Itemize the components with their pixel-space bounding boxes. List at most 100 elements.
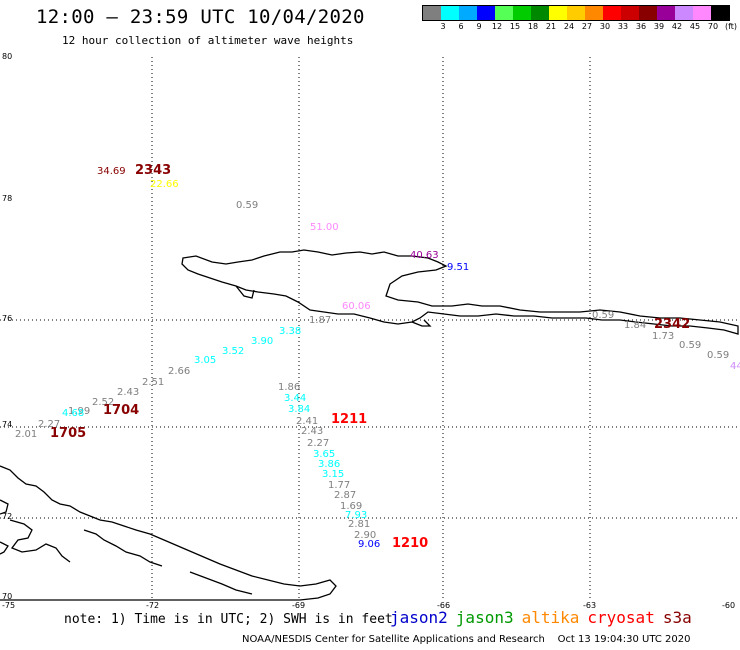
- wave-height-label: 4.68: [62, 408, 84, 419]
- coastline-baffin-inlet-3: [189, 571, 253, 595]
- wave-height-label: 9.06: [358, 539, 380, 550]
- wave-height-label: 1.99: [68, 406, 90, 417]
- lat-tick-74: 74: [2, 420, 13, 429]
- legend-label: 24: [563, 22, 575, 31]
- wave-height-label: 3.52: [222, 346, 244, 357]
- wave-height-label: 1.84: [624, 320, 646, 331]
- coastline-north: [181, 249, 739, 335]
- lon-tick-75: -75: [2, 601, 16, 610]
- legend-label: 30: [599, 22, 611, 31]
- coastline-baffin-inlet-1: [9, 519, 71, 563]
- wave-height-label: 1.77: [328, 480, 350, 491]
- legend-swatch: [693, 6, 711, 20]
- legend-swatch: [603, 6, 621, 20]
- legend-label: 42: [671, 22, 683, 31]
- wave-height-label: 2.27: [38, 419, 60, 430]
- legend-label: 36: [635, 22, 647, 31]
- coastline-baffin-inlet-5: [0, 541, 9, 555]
- legend-label: 6: [458, 22, 464, 31]
- wave-height-label: 3.44: [284, 393, 306, 404]
- legend-swatch: [549, 6, 567, 20]
- wave-height-label: 1.86: [278, 382, 300, 393]
- units-note: note: 1) Time is in UTC; 2) SWH is in fe…: [64, 612, 393, 627]
- mission-s3a: s3a: [662, 608, 692, 627]
- lon-tick-60: -60: [722, 601, 736, 610]
- page-subtitle: 12 hour collection of altimeter wave hei…: [62, 34, 354, 47]
- legend-swatch: [531, 6, 549, 20]
- wave-height-label: 3.86: [318, 459, 340, 470]
- coastline-baffin-inlet-2: [83, 529, 163, 567]
- credit-line: NOAA/NESDIS Center for Satellite Applica…: [242, 634, 691, 645]
- coastline-baffin: [0, 465, 337, 601]
- wave-height-label: 60.06: [342, 301, 371, 312]
- wave-height-label: 2.27: [307, 438, 329, 449]
- coastline-north-inlet: [235, 285, 255, 299]
- legend-swatch: [585, 6, 603, 20]
- wave-height-label: 22.66: [150, 179, 179, 190]
- wave-height-label: 2.51: [142, 377, 164, 388]
- legend-label: 15: [509, 22, 521, 31]
- legend-swatch: [711, 6, 729, 20]
- legend-swatch: [567, 6, 585, 20]
- lat-tick-80: 80: [2, 52, 13, 61]
- wave-height-label: 0.59: [707, 350, 729, 361]
- legend-label: 39: [653, 22, 665, 31]
- lat-tick-72: 72: [2, 512, 13, 521]
- wave-height-label: 1.87: [309, 315, 331, 326]
- wave-height-label: 3.15: [322, 469, 344, 480]
- legend-label: 3: [440, 22, 446, 31]
- wave-height-label: 3.84: [288, 404, 310, 415]
- wave-height-label: 9.51: [447, 262, 469, 273]
- legend-swatch: [657, 6, 675, 20]
- legend-swatch: [675, 6, 693, 20]
- pass-time-label: 1704: [103, 403, 139, 418]
- legend-label: 9: [476, 22, 482, 31]
- wave-height-label: 2.81: [348, 519, 370, 530]
- legend-swatch: [639, 6, 657, 20]
- legend-swatch: [459, 6, 477, 20]
- wave-height-label: 40.63: [410, 250, 439, 261]
- wave-height-label: 44: [730, 361, 740, 372]
- coastlines: [0, 249, 739, 601]
- wave-height-label: 0.59: [592, 310, 614, 321]
- legend-label: 18: [527, 22, 539, 31]
- wave-height-label: 2.01: [15, 429, 37, 440]
- wave-height-label: 3.90: [251, 336, 273, 347]
- lon-tick-69: -69: [292, 601, 306, 610]
- legend-label: 21: [545, 22, 557, 31]
- legend-label: 33: [617, 22, 629, 31]
- wave-height-label: 34.69: [97, 166, 126, 177]
- wave-height-label: 3.38: [279, 326, 301, 337]
- wave-height-label: 51.00: [310, 222, 339, 233]
- mission-cryosat: cryosat: [587, 608, 655, 627]
- legend-swatch: [423, 6, 441, 20]
- wave-height-label: 7.93: [345, 510, 367, 521]
- legend-label: 45: [689, 22, 701, 31]
- lat-tick-78: 78: [2, 194, 13, 203]
- mission-jason2: jason2: [390, 608, 448, 627]
- legend-label: (ft): [724, 22, 738, 31]
- legend-label: 70: [707, 22, 719, 31]
- lon-tick-72: -72: [146, 601, 160, 610]
- legend-swatch: [513, 6, 531, 20]
- pass-time-label: 2342: [654, 317, 690, 332]
- wave-height-label: 3.65: [313, 449, 335, 460]
- wave-height-label: 3.05: [194, 355, 216, 366]
- wave-height-label: 2.43: [117, 387, 139, 398]
- pass-time-label: 2343: [135, 163, 171, 178]
- legend-swatch: [495, 6, 513, 20]
- wave-height-label: 2.41: [296, 416, 318, 427]
- wave-height-color-legend: [422, 5, 730, 21]
- mission-jason3: jason3: [455, 608, 514, 627]
- page-title: 12:00 – 23:59 UTC 10/04/2020: [36, 6, 365, 28]
- mission-legend: jason2 jason3 altika cryosat s3a: [390, 608, 700, 627]
- wave-height-label: 2.90: [354, 530, 376, 541]
- legend-swatch: [477, 6, 495, 20]
- wave-height-label: 2.52: [92, 397, 114, 408]
- lat-tick-76: 76: [2, 314, 13, 323]
- lon-tick-66: -66: [437, 601, 451, 610]
- wave-height-label: 2.43: [301, 426, 323, 437]
- wave-height-label: 0.59: [679, 340, 701, 351]
